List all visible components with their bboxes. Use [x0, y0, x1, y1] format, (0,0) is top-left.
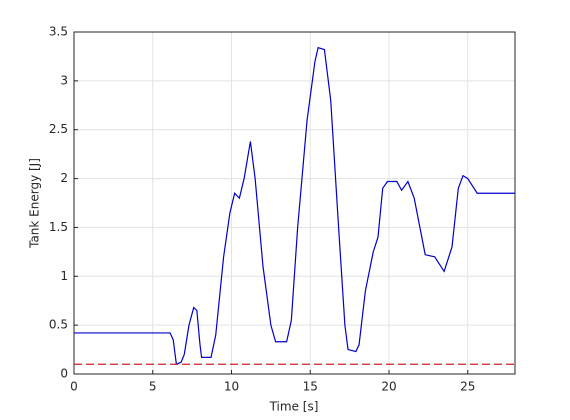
y-tick-label: 0.5 — [49, 318, 68, 332]
y-tick-label: 0 — [60, 367, 68, 381]
data-line — [74, 46, 515, 366]
x-tick-label: 25 — [460, 380, 475, 394]
y-tick-label: 2.5 — [49, 122, 68, 136]
plot-area — [74, 32, 515, 374]
y-tick-label: 3 — [60, 73, 68, 87]
y-tick-label: 1.5 — [49, 220, 68, 234]
x-tick-label: 15 — [303, 380, 318, 394]
axes-box — [73, 31, 516, 375]
y-tick-label: 3.5 — [49, 25, 68, 39]
y-tick-label: 1 — [60, 269, 68, 283]
x-tick-label: 20 — [381, 380, 396, 394]
x-tick-label: 5 — [149, 380, 157, 394]
x-axis-label: Time [s] — [269, 400, 319, 414]
x-tick-label: 0 — [70, 380, 78, 394]
x-tick-label: 10 — [224, 380, 239, 394]
y-axis-label: Tank Energy [J] — [28, 158, 42, 249]
y-tick-label: 2 — [60, 171, 68, 185]
